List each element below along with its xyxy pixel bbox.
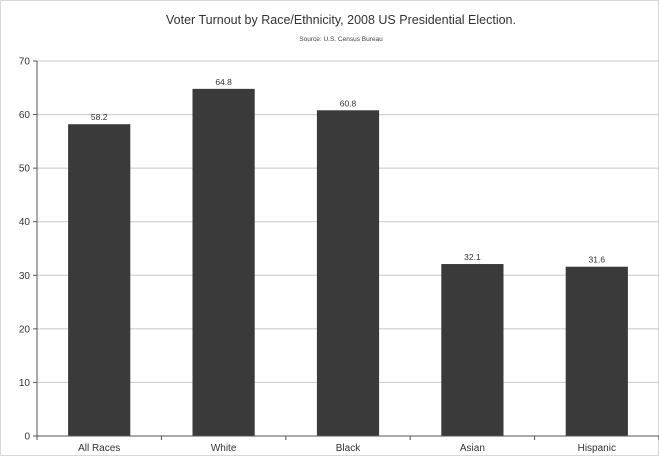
chart-subtitle: Source: U.S. Census Bureau	[299, 36, 383, 43]
y-tick-label-1: 10	[19, 378, 31, 389]
bar-1	[192, 88, 255, 436]
x-tick-label-0: All Races	[78, 443, 120, 454]
y-tick-label-4: 40	[19, 217, 31, 228]
bar-4	[565, 266, 628, 436]
y-axis-ticks: 0 10 20 30 40 50 60 70	[19, 57, 37, 443]
data-label-3: 32.1	[464, 252, 481, 262]
data-label-1: 64.8	[215, 77, 232, 87]
x-tick-label-1: White	[211, 443, 237, 454]
x-tick-label-2: Black	[336, 443, 361, 454]
x-axis-labels: All Races White Black Asian Hispanic	[36, 436, 659, 454]
y-tick-label-3: 30	[19, 271, 31, 282]
x-tick-label-4: Hispanic	[578, 443, 616, 454]
y-tick-label-2: 20	[19, 324, 31, 335]
chart-title: Voter Turnout by Race/Ethnicity, 2008 US…	[166, 13, 516, 27]
x-tick-label-3: Asian	[460, 443, 485, 454]
bar-2	[316, 110, 380, 437]
y-tick-label-7: 70	[19, 57, 31, 68]
y-tick-label-5: 50	[19, 164, 31, 175]
data-labels: 58.2 64.8 60.8 32.1 31.6	[91, 77, 605, 265]
y-tick-label-6: 60	[19, 110, 31, 121]
y-tick-label-0: 0	[24, 432, 30, 443]
bar-3	[441, 264, 504, 436]
data-label-0: 58.2	[91, 112, 108, 122]
data-label-2: 60.8	[340, 98, 357, 108]
bar-0	[68, 124, 131, 436]
data-label-4: 31.6	[589, 255, 606, 265]
bars	[68, 88, 628, 437]
